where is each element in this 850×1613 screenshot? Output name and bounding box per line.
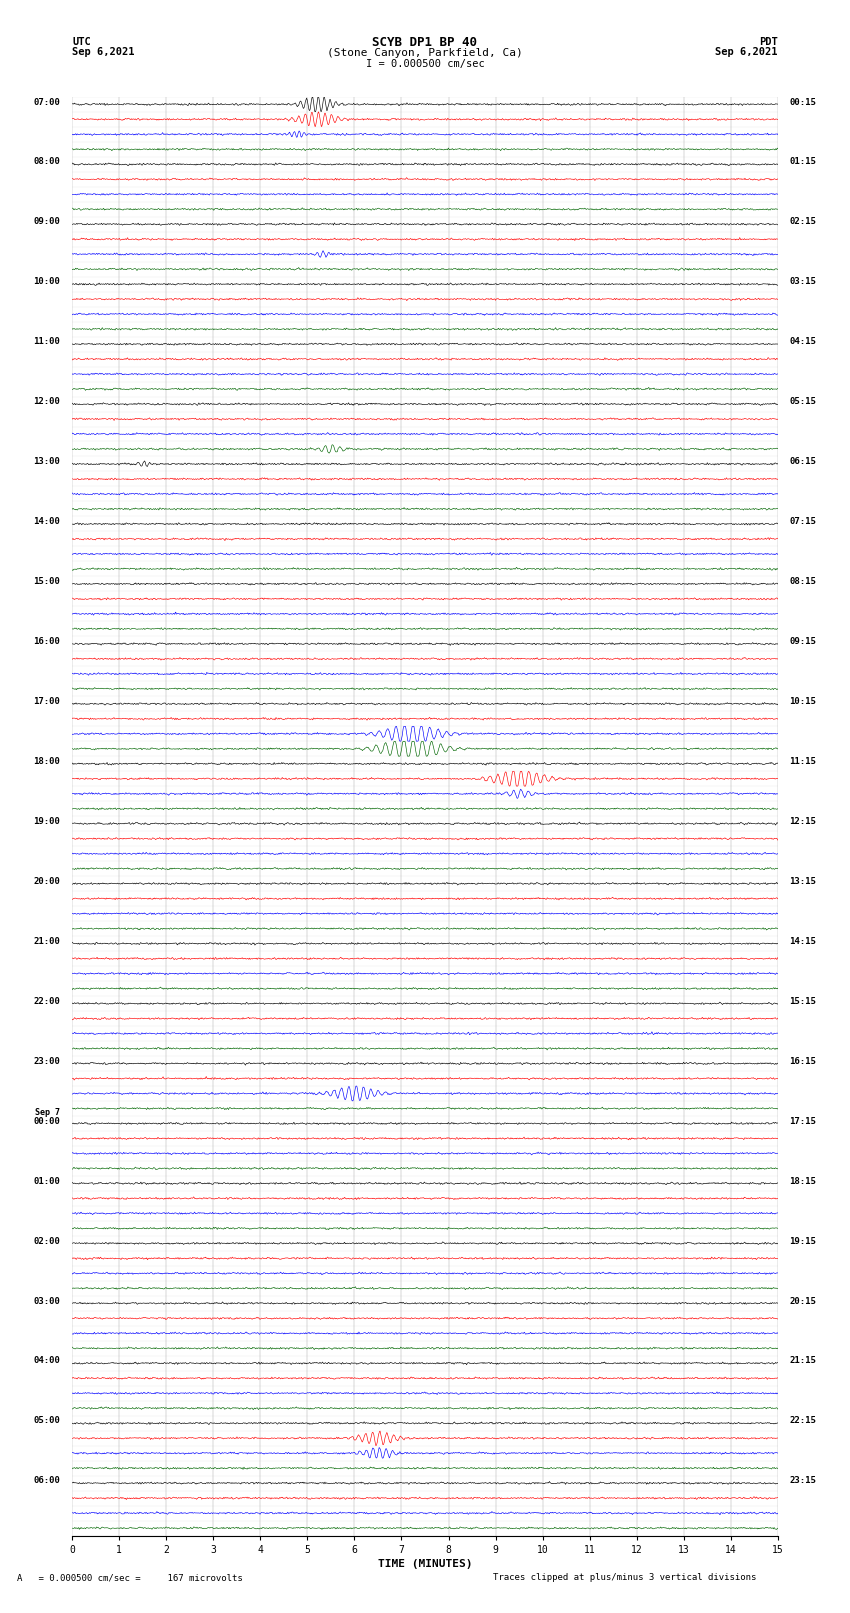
Text: 23:00: 23:00 (34, 1057, 60, 1066)
Text: 22:15: 22:15 (790, 1416, 816, 1426)
Text: 11:00: 11:00 (34, 337, 60, 347)
Text: 09:15: 09:15 (790, 637, 816, 647)
Text: (Stone Canyon, Parkfield, Ca): (Stone Canyon, Parkfield, Ca) (327, 48, 523, 58)
Text: 17:15: 17:15 (790, 1116, 816, 1126)
X-axis label: TIME (MINUTES): TIME (MINUTES) (377, 1558, 473, 1569)
Text: 07:15: 07:15 (790, 518, 816, 526)
Text: Sep 6,2021: Sep 6,2021 (715, 47, 778, 56)
Text: 19:00: 19:00 (34, 816, 60, 826)
Text: 04:00: 04:00 (34, 1357, 60, 1366)
Text: 02:15: 02:15 (790, 218, 816, 226)
Text: 05:15: 05:15 (790, 397, 816, 406)
Text: 13:15: 13:15 (790, 877, 816, 886)
Text: 12:15: 12:15 (790, 816, 816, 826)
Text: 20:00: 20:00 (34, 877, 60, 886)
Text: 16:00: 16:00 (34, 637, 60, 647)
Text: 05:00: 05:00 (34, 1416, 60, 1426)
Text: 02:00: 02:00 (34, 1237, 60, 1245)
Text: 06:00: 06:00 (34, 1476, 60, 1486)
Text: A   = 0.000500 cm/sec =     167 microvolts: A = 0.000500 cm/sec = 167 microvolts (17, 1573, 243, 1582)
Text: Sep 7: Sep 7 (36, 1108, 60, 1116)
Text: 10:15: 10:15 (790, 697, 816, 706)
Text: PDT: PDT (759, 37, 778, 47)
Text: UTC: UTC (72, 37, 91, 47)
Text: 01:00: 01:00 (34, 1176, 60, 1186)
Text: 01:15: 01:15 (790, 158, 816, 166)
Text: Traces clipped at plus/minus 3 vertical divisions: Traces clipped at plus/minus 3 vertical … (493, 1573, 756, 1582)
Text: 04:15: 04:15 (790, 337, 816, 347)
Text: 11:15: 11:15 (790, 756, 816, 766)
Text: 14:00: 14:00 (34, 518, 60, 526)
Text: 12:00: 12:00 (34, 397, 60, 406)
Text: 08:15: 08:15 (790, 577, 816, 586)
Text: Sep 6,2021: Sep 6,2021 (72, 47, 135, 56)
Text: 07:00: 07:00 (34, 97, 60, 106)
Text: 00:00: 00:00 (34, 1116, 60, 1126)
Text: 03:15: 03:15 (790, 277, 816, 287)
Text: 21:00: 21:00 (34, 937, 60, 945)
Text: 15:15: 15:15 (790, 997, 816, 1007)
Text: 13:00: 13:00 (34, 456, 60, 466)
Text: 18:00: 18:00 (34, 756, 60, 766)
Text: 00:15: 00:15 (790, 97, 816, 106)
Text: 10:00: 10:00 (34, 277, 60, 287)
Text: 22:00: 22:00 (34, 997, 60, 1007)
Text: 20:15: 20:15 (790, 1297, 816, 1305)
Text: I = 0.000500 cm/sec: I = 0.000500 cm/sec (366, 58, 484, 69)
Text: 03:00: 03:00 (34, 1297, 60, 1305)
Text: 16:15: 16:15 (790, 1057, 816, 1066)
Text: 23:15: 23:15 (790, 1476, 816, 1486)
Text: 18:15: 18:15 (790, 1176, 816, 1186)
Text: 06:15: 06:15 (790, 456, 816, 466)
Text: 21:15: 21:15 (790, 1357, 816, 1366)
Text: 19:15: 19:15 (790, 1237, 816, 1245)
Text: 15:00: 15:00 (34, 577, 60, 586)
Text: 09:00: 09:00 (34, 218, 60, 226)
Text: SCYB DP1 BP 40: SCYB DP1 BP 40 (372, 35, 478, 50)
Text: 14:15: 14:15 (790, 937, 816, 945)
Text: 08:00: 08:00 (34, 158, 60, 166)
Text: 17:00: 17:00 (34, 697, 60, 706)
